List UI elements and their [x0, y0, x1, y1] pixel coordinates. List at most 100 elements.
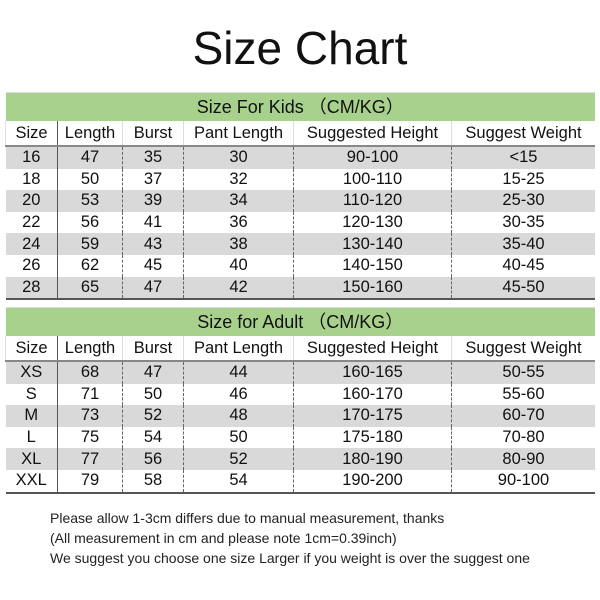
- table-cell: 140-150: [293, 254, 452, 277]
- note-line: Please allow 1-3cm differs due to manual…: [50, 510, 445, 526]
- table-cell: XS: [5, 361, 58, 384]
- table-cell: 32: [183, 168, 294, 191]
- column-header: Length: [57, 121, 123, 147]
- table-cell: 48: [183, 405, 294, 427]
- table-row: M 73 52 48 170-175 60-70: [5, 405, 595, 427]
- table-cell: 75: [57, 426, 123, 449]
- table-cell: <15: [451, 146, 595, 169]
- adult-header-row: Size Length Burst Pant Length Suggested Heig…: [5, 336, 595, 362]
- table-cell: 190-200: [293, 469, 452, 494]
- table-cell: 160-170: [293, 383, 452, 406]
- note-line: We suggest you choose one size Larger if…: [50, 550, 530, 566]
- column-header: Length: [57, 336, 123, 362]
- table-cell: 59: [57, 233, 123, 255]
- table-cell: 90-100: [451, 469, 595, 494]
- table-cell: 52: [183, 448, 294, 470]
- table-cell: 79: [57, 469, 123, 494]
- table-row: 16 47 35 30 90-100 <15: [5, 146, 595, 169]
- table-cell: 160-165: [293, 361, 452, 384]
- table-cell: XXL: [5, 469, 58, 494]
- table-cell: 37: [122, 168, 184, 191]
- table-cell: 52: [122, 405, 184, 427]
- table-row: S 71 50 46 160-170 55-60: [6, 383, 595, 406]
- table-cell: 34: [183, 190, 294, 212]
- table-cell: 58: [122, 469, 184, 494]
- table-cell: 35-40: [451, 233, 595, 255]
- table-cell: 65: [57, 276, 123, 301]
- table-cell: 62: [57, 254, 123, 277]
- table-cell: S: [25, 384, 37, 403]
- table-cell: 54: [183, 469, 294, 494]
- column-header: Suggest Weight: [451, 336, 595, 362]
- table-cell: 120-130: [293, 211, 452, 234]
- table-cell: 54: [122, 426, 184, 449]
- note-line: (All measurement in cm and please note 1…: [50, 530, 397, 546]
- table-cell: 55-60: [451, 383, 595, 406]
- table-cell: 15-25: [451, 168, 595, 191]
- table-cell: 77: [57, 448, 123, 470]
- column-header: Suggest Weight: [451, 121, 595, 147]
- table-cell: 40: [183, 254, 294, 277]
- table-cell: 68: [57, 361, 123, 384]
- table-row: 24 59 43 38 130-140 35-40: [5, 233, 595, 255]
- kids-header-row: Size Length Burst Pant Length Suggested Heig…: [5, 121, 595, 147]
- table-row: 18 50 37 32 100-110 15-25: [6, 168, 595, 191]
- table-cell: 41: [122, 211, 184, 234]
- kids-table-heading: Size For Kids （CM/KG）: [5, 92, 595, 121]
- column-header: Pant Length: [183, 336, 294, 362]
- table-cell: 46: [183, 383, 294, 406]
- table-cell: 47: [122, 276, 184, 301]
- column-header: Pant Length: [183, 121, 294, 147]
- table-cell: 44: [183, 361, 294, 384]
- table-cell: 30-35: [451, 211, 595, 234]
- column-header: Suggested Height: [293, 336, 452, 362]
- table-cell: 56: [122, 448, 184, 470]
- table-cell: 42: [183, 276, 294, 301]
- table-cell: 56: [57, 211, 123, 234]
- column-header: Burst: [122, 121, 184, 147]
- table-cell: 26: [22, 256, 41, 275]
- table-cell: 25-30: [451, 190, 595, 212]
- table-cell: 50-55: [451, 361, 595, 384]
- table-cell: 150-160: [293, 276, 452, 301]
- table-cell: 16: [5, 146, 58, 169]
- table-cell: 35: [122, 146, 184, 169]
- table-cell: 45: [122, 254, 184, 277]
- table-cell: 24: [5, 233, 58, 255]
- column-header: Size: [5, 121, 58, 147]
- table-cell: 130-140: [293, 233, 452, 255]
- table-cell: 50: [122, 383, 184, 406]
- page-title: Size Chart: [192, 22, 408, 74]
- column-header: Suggested Height: [293, 121, 452, 147]
- table-cell: 20: [5, 190, 58, 212]
- table-cell: 28: [5, 276, 58, 301]
- table-cell: 53: [57, 190, 123, 212]
- table-cell: 36: [183, 211, 294, 234]
- table-cell: L: [26, 428, 36, 447]
- table-row: XXL 79 58 54 190-200 90-100: [5, 469, 595, 494]
- table-cell: 50: [57, 168, 123, 191]
- table-row: 22 56 41 36 120-130 30-35: [6, 211, 595, 234]
- kids-size-table: Size For Kids （CM/KG） Size Length Burst Pan…: [5, 92, 595, 301]
- notes: Please allow 1-3cm differs due to manual…: [50, 508, 530, 568]
- adult-size-table: Size for Adult （CM/KG） Size Length Burst Pa…: [5, 307, 595, 494]
- column-header: Burst: [122, 336, 184, 362]
- adult-table-body: XS 68 47 44 160-165 50-55 S 71 50 46 160-170 55-60 M…: [5, 361, 595, 494]
- table-cell: 39: [122, 190, 184, 212]
- table-row: 20 53 39 34 110-120 25-30: [5, 190, 595, 212]
- table-cell: 73: [57, 405, 123, 427]
- table-cell: 110-120: [293, 190, 452, 212]
- table-cell: M: [5, 405, 58, 427]
- table-cell: 170-175: [293, 405, 452, 427]
- kids-table-body: 16 47 35 30 90-100 <15 18 50 37 32 100-110 15-25 20 5…: [5, 146, 595, 301]
- table-cell: 30: [183, 146, 294, 169]
- table-row: 28 65 47 42 150-160 45-50: [5, 276, 595, 301]
- table-cell: 90-100: [293, 146, 452, 169]
- table-cell: 70-80: [451, 426, 595, 449]
- table-cell: 80-90: [451, 448, 595, 470]
- table-cell: 71: [57, 383, 123, 406]
- table-cell: XL: [5, 448, 58, 470]
- table-row: XS 68 47 44 160-165 50-55: [5, 361, 595, 384]
- table-cell: 40-45: [451, 254, 595, 277]
- adult-table-heading: Size for Adult （CM/KG）: [5, 307, 595, 336]
